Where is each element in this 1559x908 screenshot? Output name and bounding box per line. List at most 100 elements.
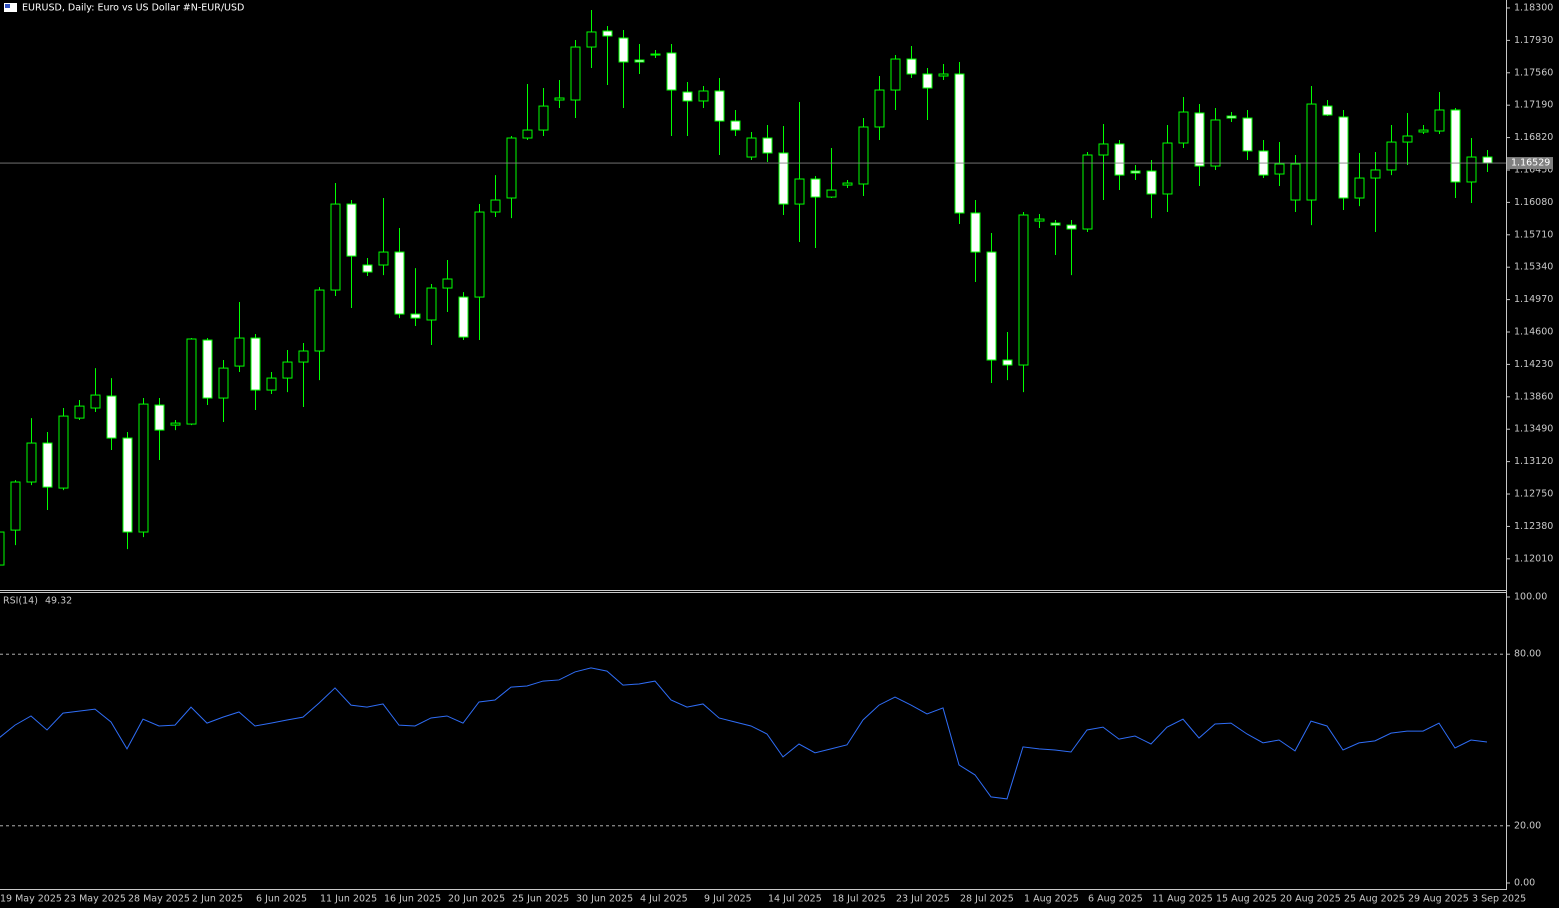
candle-body xyxy=(778,152,789,205)
candle-body xyxy=(202,339,213,399)
current-price-tag xyxy=(1507,157,1553,170)
candle-body xyxy=(1226,115,1237,119)
candle-body xyxy=(1114,143,1125,176)
candle-body xyxy=(186,338,197,425)
candle-body xyxy=(1082,154,1093,230)
candle-body xyxy=(858,126,869,185)
candle-body xyxy=(394,251,405,315)
x-tick-label: 23 May 2025 xyxy=(64,894,126,905)
candle-body xyxy=(666,52,677,91)
candle-body xyxy=(714,90,725,122)
candle-body xyxy=(1466,156,1477,183)
candle-body xyxy=(1146,170,1157,195)
candle-body xyxy=(650,53,661,56)
candle-body xyxy=(1482,156,1493,164)
y-tick-label: 1.14970 xyxy=(1514,294,1553,305)
candle-body xyxy=(906,58,917,75)
y-tick-label: 1.12750 xyxy=(1514,489,1553,500)
candle-body xyxy=(314,289,325,352)
candle-body xyxy=(1354,177,1365,199)
candle-body xyxy=(1002,359,1013,366)
x-tick-label: 15 Aug 2025 xyxy=(1216,894,1277,905)
candle-body xyxy=(106,395,117,439)
y-tick-label: 20.00 xyxy=(1514,820,1541,831)
candle-body xyxy=(634,59,645,63)
x-tick-label: 16 Jun 2025 xyxy=(384,894,441,905)
candle-body xyxy=(10,481,21,531)
candle-body xyxy=(1450,109,1461,183)
candle-body xyxy=(586,31,597,48)
candle-body xyxy=(170,422,181,426)
candle-body xyxy=(730,120,741,131)
symbol-icon xyxy=(4,3,17,12)
candle-body xyxy=(890,58,901,91)
candle-body xyxy=(234,337,245,367)
candle-body xyxy=(1434,109,1445,132)
symbol-icon xyxy=(5,4,10,8)
candle-body xyxy=(1338,116,1349,199)
x-tick-label: 18 Jul 2025 xyxy=(832,894,886,905)
x-tick-label: 28 Jul 2025 xyxy=(960,894,1014,905)
candle-body xyxy=(490,199,501,213)
indicator-name: RSI(14) xyxy=(3,596,38,607)
y-tick-label: 1.12010 xyxy=(1514,553,1553,564)
x-tick-label: 19 May 2025 xyxy=(0,894,62,905)
y-tick-label: 1.15710 xyxy=(1514,229,1553,240)
candle-body xyxy=(90,394,101,409)
y-tick-label: 1.17560 xyxy=(1514,67,1553,78)
candle-body xyxy=(794,178,805,205)
x-tick-label: 6 Aug 2025 xyxy=(1088,894,1143,905)
candle-body xyxy=(746,137,757,158)
candle-body xyxy=(1322,105,1333,116)
candle-body xyxy=(602,30,613,37)
y-tick-label: 1.12380 xyxy=(1514,521,1553,532)
candle-body xyxy=(538,105,549,131)
candle-body xyxy=(298,350,309,363)
candle-body xyxy=(938,73,949,77)
x-tick-label: 4 Jul 2025 xyxy=(640,894,688,905)
candle-body xyxy=(1034,218,1045,222)
x-tick-label: 11 Aug 2025 xyxy=(1152,894,1213,905)
y-tick-label: 100.00 xyxy=(1514,592,1547,603)
candle-body xyxy=(1098,143,1109,156)
y-tick-label: 1.15340 xyxy=(1514,262,1553,273)
candle-body xyxy=(122,437,133,533)
candle-body xyxy=(1274,163,1285,175)
candle-body xyxy=(250,337,261,391)
candle-body xyxy=(1370,169,1381,179)
candle-body xyxy=(266,377,277,391)
chart-title: EURUSD, Daily: Euro vs US Dollar #N-EUR/… xyxy=(22,3,244,14)
candle-body xyxy=(970,212,981,253)
candle-body xyxy=(698,90,709,102)
candle-body xyxy=(378,251,389,266)
candle-body xyxy=(954,73,965,214)
y-tick-label: 1.16080 xyxy=(1514,197,1553,208)
y-tick-label: 1.13860 xyxy=(1514,391,1553,402)
candle-body xyxy=(330,203,341,291)
y-tick-label: 1.13120 xyxy=(1514,456,1553,467)
candle-body xyxy=(826,189,837,198)
candle-body xyxy=(1194,112,1205,167)
candle-body xyxy=(282,361,293,379)
y-tick-label: 80.00 xyxy=(1514,649,1541,660)
candle-body xyxy=(922,73,933,89)
x-tick-label: 11 Jun 2025 xyxy=(320,894,377,905)
x-tick-label: 14 Jul 2025 xyxy=(768,894,822,905)
indicator-value: 49.32 xyxy=(45,596,72,607)
y-tick-label: 1.18300 xyxy=(1514,2,1553,13)
x-tick-label: 29 Aug 2025 xyxy=(1408,894,1469,905)
current-price-label: 1.16529 xyxy=(1511,158,1550,169)
candle-body xyxy=(442,278,453,289)
candle-body xyxy=(1066,224,1077,230)
candle-body xyxy=(0,531,5,566)
x-tick-label: 20 Aug 2025 xyxy=(1280,894,1341,905)
y-tick-label: 1.16450 xyxy=(1514,164,1553,175)
candle-body xyxy=(1402,135,1413,143)
x-tick-label: 23 Jul 2025 xyxy=(896,894,950,905)
candle-body xyxy=(506,137,517,199)
candle-body xyxy=(554,97,565,101)
candle-body xyxy=(522,129,533,139)
y-tick-label: 0.00 xyxy=(1514,878,1535,889)
candle-body xyxy=(1018,214,1029,366)
